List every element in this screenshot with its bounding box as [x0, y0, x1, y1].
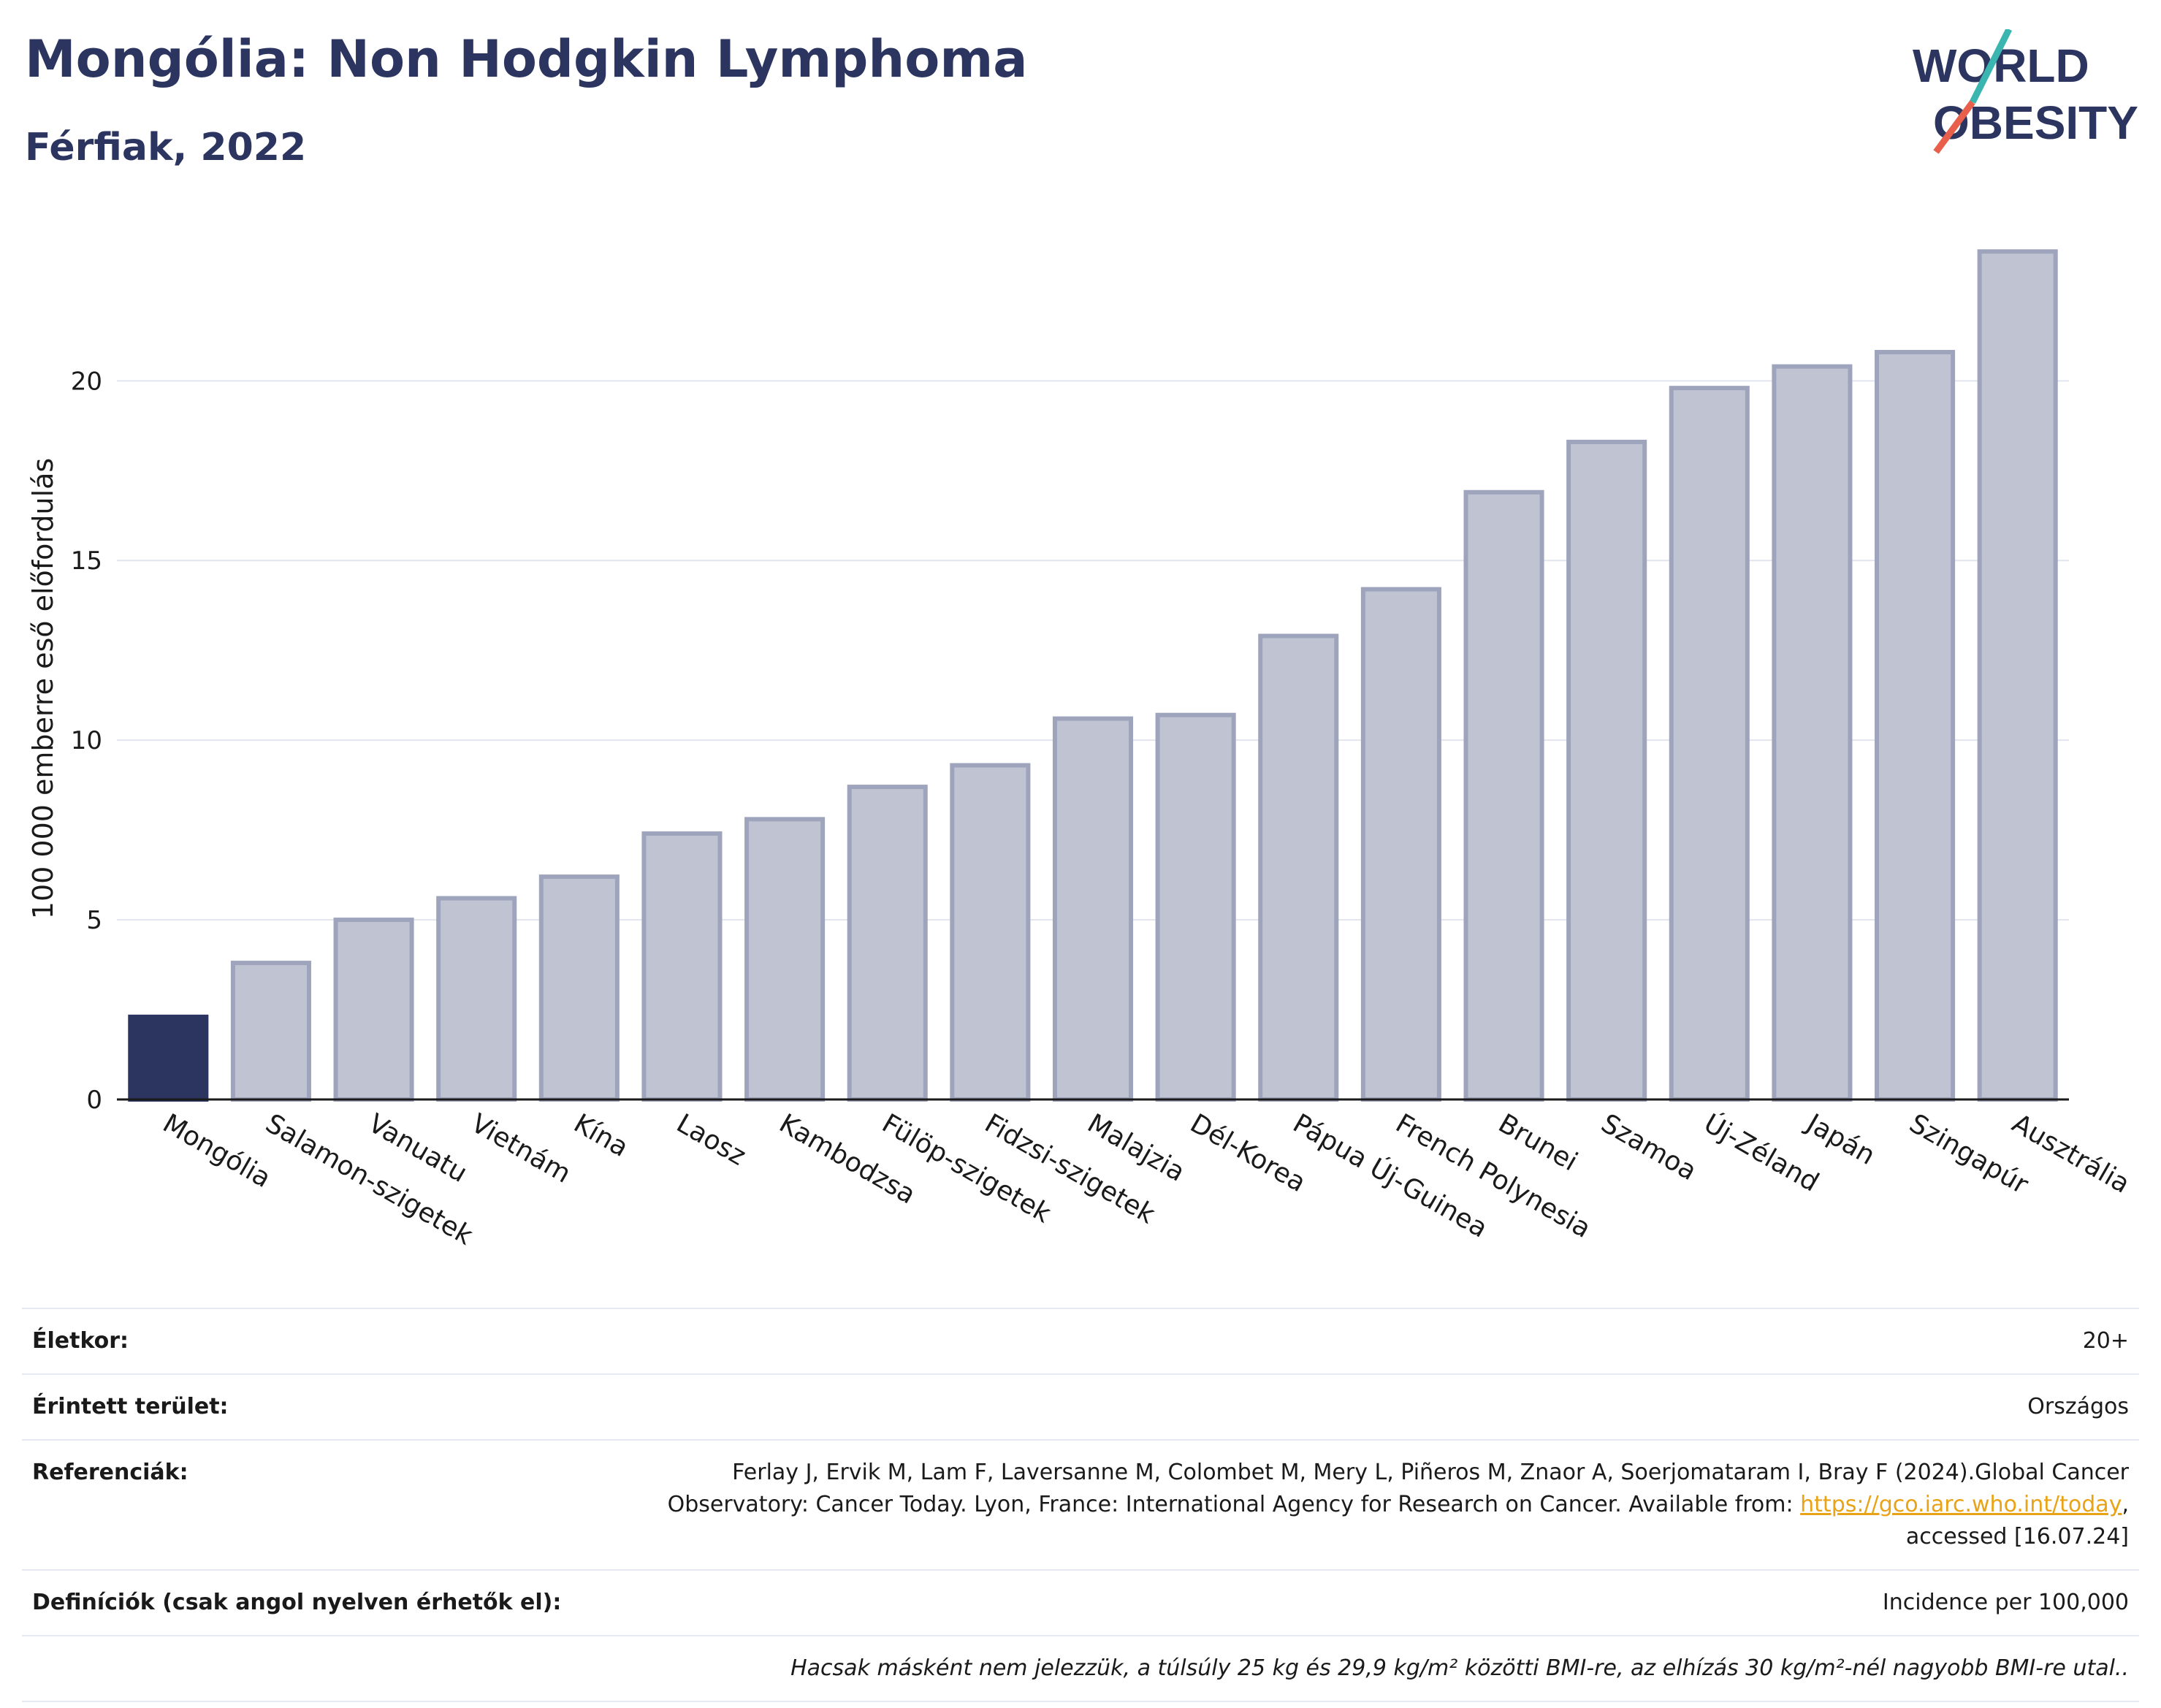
age-label: Életkor: [32, 1328, 129, 1354]
y-tick-label: 5 [86, 906, 102, 935]
bar-French Polynesia [1360, 587, 1441, 1102]
references-text-4: accessed [16.07.24] [1905, 1524, 2129, 1549]
references-link[interactable]: https://gco.iarc.who.int/today [1800, 1492, 2122, 1517]
references-value: Ferlay J, Ervik M, Lam F, Laversanne M, … [668, 1457, 2129, 1553]
x-tick-label: Mongólia [158, 1108, 276, 1194]
bar-Szingapúr [1875, 349, 1956, 1102]
definitions-value: Incidence per 100,000 [1882, 1590, 2129, 1615]
bar-Mongólia [128, 1014, 209, 1102]
bar-Pápua Új-Guinea [1258, 633, 1339, 1102]
y-tick-label: 15 [71, 546, 102, 576]
x-tick-label: Japán [1800, 1107, 1880, 1171]
bar-Laosz [641, 831, 723, 1102]
meta-row-definitions: Definíciók (csak angol nyelven érhetők e… [22, 1569, 2139, 1635]
bar-Salamon-szigetek [230, 961, 311, 1102]
y-axis-label: 100 000 emberre eső előfordulás [27, 458, 59, 919]
logo-slash-teal [1969, 29, 2013, 104]
meta-row-area: Érintett terület: Országos [22, 1373, 2139, 1439]
x-tick-label: Vietnám [466, 1108, 576, 1189]
y-tick-label: 10 [71, 726, 102, 755]
bar-Brunei [1463, 489, 1544, 1102]
bar-Ausztrália [1977, 249, 2058, 1102]
y-tick-label: 20 [71, 367, 102, 396]
meta-row-references: Referenciák: Ferlay J, Ervik M, Lam F, L… [22, 1439, 2139, 1569]
references-text-1: Ferlay J, Ervik M, Lam F, Laversanne M, … [732, 1460, 2129, 1485]
bar-chart: 0 5 10 15 20 100 000 emberre eső előfordulás M… [27, 249, 2135, 1251]
y-tick-label: 0 [86, 1086, 102, 1115]
bar-Kambodzsa [744, 817, 826, 1102]
bar-Fidzsi-szigetek [950, 763, 1031, 1102]
bar-Malajzia [1052, 716, 1134, 1102]
references-text-2: Observatory: Cancer Today. Lyon, France:… [667, 1492, 1801, 1517]
bmi-note: Hacsak másként nem jelezzük, a túlsúly 2… [790, 1655, 2129, 1681]
x-tick-label: Dél-Korea [1185, 1108, 1311, 1198]
bar-Vanuatu [333, 918, 414, 1102]
age-value: 20+ [2082, 1328, 2129, 1354]
x-tick-label: Új-Zéland [1699, 1107, 1824, 1197]
area-label: Érintett terület: [32, 1394, 229, 1419]
logo-slash-red [1933, 100, 1975, 154]
x-tick-label: Pápua Új-Guinea [1288, 1107, 1493, 1243]
x-tick-label: Laosz [671, 1108, 751, 1171]
definitions-label: Definíciók (csak angol nyelven érhetők e… [32, 1590, 562, 1615]
references-text-3: , [2122, 1492, 2129, 1517]
bar-Vietnám [436, 896, 517, 1102]
metadata-table: Életkor: 20+ Érintett terület: Országos … [22, 1308, 2139, 1702]
x-tick-label: Fülöp-szigetek [877, 1108, 1056, 1229]
world-obesity-logo: WORLD OBESITY [1913, 29, 2138, 154]
x-tick-label: Szamoa [1596, 1108, 1701, 1186]
bar-Új-Zéland [1669, 386, 1750, 1102]
bar-Dél-Korea [1155, 712, 1236, 1102]
x-tick-label: Kína [568, 1108, 633, 1163]
bar-Fülöp-szigetek [847, 785, 928, 1102]
page-title: Mongólia: Non Hodgkin Lymphoma [25, 29, 1028, 89]
page-subtitle: Férfiak, 2022 [25, 126, 307, 169]
references-label: Referenciák: [32, 1460, 188, 1485]
meta-row-age: Életkor: 20+ [22, 1308, 2139, 1373]
area-value: Országos [2027, 1394, 2129, 1419]
bar-Szamoa [1566, 439, 1647, 1102]
meta-row-note: Hacsak másként nem jelezzük, a túlsúly 2… [22, 1635, 2139, 1702]
x-tick-label: Fidzsi-szigetek [980, 1108, 1160, 1229]
bar-Japán [1772, 364, 1853, 1102]
bar-Kína [538, 874, 620, 1102]
